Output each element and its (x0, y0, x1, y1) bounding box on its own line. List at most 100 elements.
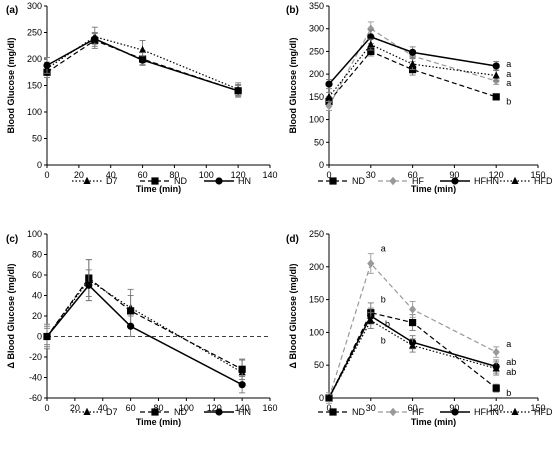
series-hn (43, 33, 242, 98)
y-tick-label: 300 (27, 1, 42, 11)
data-point (409, 305, 417, 314)
y-tick-label: 60 (32, 270, 42, 280)
y-tick-label: 350 (309, 1, 324, 11)
x-tick-label: 90 (449, 170, 459, 180)
data-point (325, 80, 333, 88)
x-tick-label: 150 (530, 170, 545, 180)
x-tick-label: 90 (449, 403, 459, 413)
y-tick-label: 200 (309, 69, 324, 79)
data-point (367, 47, 375, 56)
legend-label: HN (238, 407, 251, 417)
data-point (409, 48, 417, 56)
y-tick-label: 0 (319, 393, 324, 403)
data-point (409, 341, 417, 349)
x-tick-label: 100 (179, 403, 194, 413)
legend-marker (83, 176, 91, 184)
y-tick-label: 20 (32, 311, 42, 321)
data-point (492, 364, 500, 372)
x-tick-label: 0 (44, 170, 49, 180)
legend-label: ND (352, 176, 365, 186)
data-point (367, 40, 375, 48)
y-tick-label: 100 (27, 107, 42, 117)
series-line (46, 38, 239, 92)
x-tick-label: 100 (199, 170, 214, 180)
x-tick-label: 0 (326, 170, 331, 180)
legend-label: HF (412, 407, 424, 417)
y-tick-label: 300 (309, 24, 324, 34)
y-tick-label: 100 (309, 327, 324, 337)
series-line (328, 312, 497, 399)
series-line (328, 43, 497, 98)
y-tick-label: 0 (319, 160, 324, 170)
legend-label: HFD7 (534, 407, 552, 417)
y-tick-label: 40 (32, 291, 42, 301)
data-point (492, 347, 500, 357)
y-tick-label: -20 (29, 352, 42, 362)
x-tick-label: 60 (126, 403, 136, 413)
legend-label: HN (238, 176, 251, 186)
y-axis-label: Blood Glucose (mg/dl) (288, 37, 298, 133)
series-line (328, 50, 497, 102)
y-tick-label: 50 (314, 137, 324, 147)
data-point (367, 316, 375, 324)
y-tick-label: 0 (37, 332, 42, 342)
legend-marker (511, 176, 519, 184)
x-tick-label: 40 (106, 170, 116, 180)
legend-label: ND (352, 407, 365, 417)
legend-label: D7 (106, 407, 118, 417)
x-tick-label: 160 (262, 403, 277, 413)
legend-marker (389, 176, 397, 186)
x-tick-label: 30 (366, 170, 376, 180)
data-point (367, 259, 375, 268)
data-point (409, 318, 417, 327)
x-tick-label: 0 (326, 403, 331, 413)
significance-label: ab (506, 367, 516, 377)
series-line (328, 36, 497, 85)
legend-marker (389, 407, 397, 417)
panel-label: (b) (286, 5, 299, 16)
data-point (127, 322, 135, 330)
y-tick-label: 250 (309, 229, 324, 239)
x-tick-label: 140 (235, 403, 250, 413)
x-tick-label: 60 (408, 403, 418, 413)
x-axis-label: Time (min) (136, 417, 181, 427)
y-axis-label: Blood Glucose (mg/dl) (6, 37, 16, 133)
panel-label: (c) (6, 234, 18, 245)
legend-label: ND (174, 407, 187, 417)
y-tick-label: 150 (309, 92, 324, 102)
y-tick-label: 50 (314, 360, 324, 370)
series-line (46, 284, 243, 386)
y-tick-label: 250 (27, 28, 42, 38)
x-tick-label: 120 (231, 170, 246, 180)
legend-marker (215, 408, 223, 416)
legend-marker (329, 408, 337, 416)
legend-label: HFHN (474, 176, 499, 186)
legend-marker (329, 177, 337, 185)
data-point (409, 59, 417, 68)
series-line (328, 27, 497, 107)
legend: D7 ND HN (72, 407, 251, 417)
chart-panel: (a) 0 50 100 150 200 250 300 0 20 40 60 80 100 120 140 T… (6, 1, 278, 194)
y-tick-label: 150 (309, 295, 324, 305)
data-point (367, 33, 375, 41)
series-line (328, 314, 497, 399)
y-tick-label: 100 (309, 115, 324, 125)
y-tick-label: 250 (309, 46, 324, 56)
data-point (138, 56, 147, 64)
series-hfhn (325, 29, 500, 90)
x-tick-label: 80 (169, 170, 179, 180)
x-tick-label: 140 (262, 170, 277, 180)
legend: ND HF HFHN HFD7 (318, 176, 552, 186)
legend: D7 ND HN (72, 176, 251, 186)
series-line (46, 279, 243, 373)
series-hn (43, 269, 246, 394)
legend-marker (451, 177, 459, 185)
data-point (492, 93, 500, 101)
series-nd (43, 259, 246, 380)
data-point (238, 381, 246, 389)
series-line (328, 262, 497, 399)
significance-label: a (506, 59, 511, 69)
x-tick-label: 30 (366, 403, 376, 413)
data-point (325, 92, 333, 100)
